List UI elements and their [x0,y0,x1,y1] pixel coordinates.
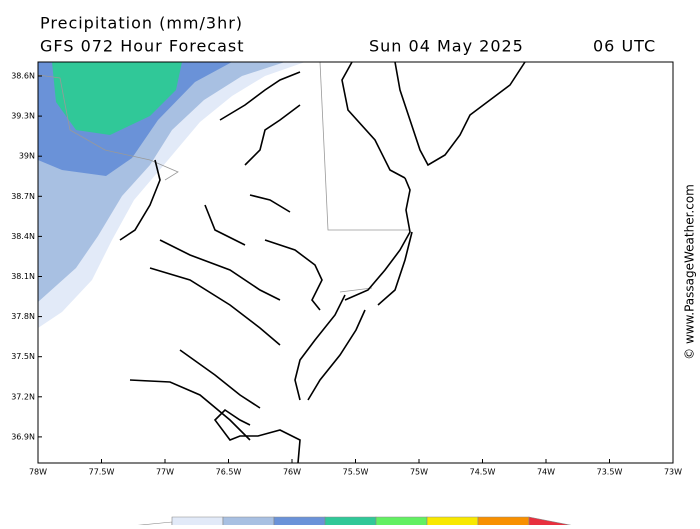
colorbar-segment [528,516,581,529]
lat-label: 39N [19,152,35,161]
lon-label: 73.5W [597,468,623,477]
lat-label: 39.3N [11,112,35,121]
map-area [37,61,674,464]
lat-label: 36.9N [11,432,35,441]
lon-label: 74.5W [470,468,496,477]
borders [38,62,410,293]
lat-label: 38.4N [11,232,35,241]
lat-label: 37.5N [11,352,35,361]
colorbar-segment [477,516,530,529]
lon-label: 75.5W [343,468,369,477]
lat-label: 37.8N [11,312,35,321]
subtitle: GFS 072 Hour Forecast [40,37,245,56]
lon-label: 77.5W [89,468,115,477]
lon-label: 74W [537,468,555,477]
lon-label: 75W [410,468,428,477]
forecast-date: Sun 04 May 2025 [369,37,524,56]
lat-label: 38.7N [11,192,35,201]
colorbar-segment [375,516,428,529]
lat-label: 37.2N [11,392,35,401]
lon-label: 78W [29,468,47,477]
colorbar-segment [426,516,479,529]
title: Precipitation (mm/3hr) [40,14,243,33]
lat-label: 38.6N [11,72,35,81]
coastline [119,62,526,463]
watermark: © www.PassageWeather.com [683,184,697,360]
forecast-time: 06 UTC [593,37,656,56]
colorbar-segment [222,516,275,529]
colorbar-segment [324,516,377,529]
lon-label: 77W [156,468,174,477]
colorbar-segment [273,516,326,529]
lon-label: 73W [664,468,682,477]
lat-label: 38.1N [11,272,35,281]
lon-label: 76W [283,468,301,477]
precip-high [52,62,182,135]
colorbar-segment [171,516,224,529]
lon-label: 76.5W [216,468,242,477]
